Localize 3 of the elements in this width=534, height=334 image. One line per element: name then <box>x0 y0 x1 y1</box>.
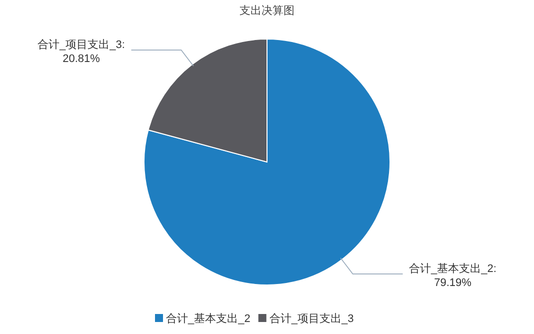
legend-label: 合计_基本支出_2 <box>166 312 250 325</box>
title: 支出决算图 <box>240 5 294 17</box>
legend-label: 合计_项目支出_3 <box>269 312 354 325</box>
